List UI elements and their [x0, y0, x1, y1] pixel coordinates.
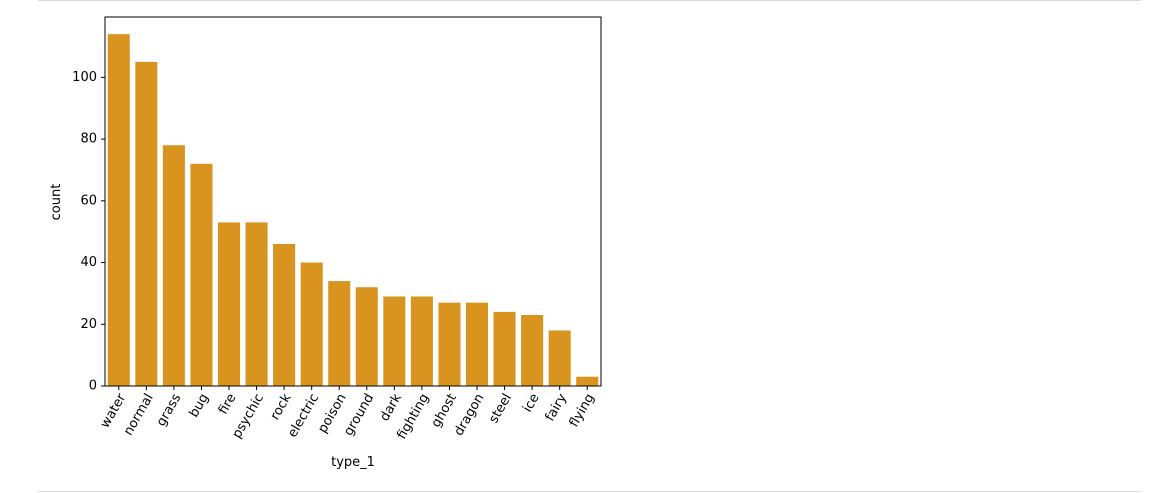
- bar-poison: [328, 281, 351, 386]
- bar-fighting: [410, 296, 433, 386]
- x-tick-label-rock: rock: [268, 391, 295, 423]
- bar-electric: [300, 262, 323, 386]
- bar-dragon: [465, 302, 489, 386]
- x-axis-label: type_1: [331, 455, 375, 470]
- bar-bug: [190, 163, 213, 386]
- x-tick-label-fairy: fairy: [543, 391, 571, 424]
- cell-divider-top: [38, 0, 1141, 1]
- bar-fire: [217, 222, 241, 386]
- bars: [107, 34, 599, 386]
- bar-grass: [162, 145, 185, 386]
- cell-divider-bottom: [38, 491, 1141, 492]
- y-tick-label-20: 20: [80, 317, 97, 332]
- bar-ghost: [438, 302, 461, 386]
- y-tick-label-0: 0: [89, 379, 97, 394]
- x-tick-label-fire: fire: [216, 391, 240, 417]
- bar-water: [107, 34, 130, 386]
- x-tick-label-steel: steel: [486, 391, 515, 426]
- x-tick-label-dark: dark: [377, 391, 405, 424]
- y-tick-label-60: 60: [80, 193, 97, 208]
- bar-steel: [493, 311, 516, 386]
- bar-psychic: [245, 222, 268, 386]
- x-tick-label-flying: flying: [567, 391, 598, 430]
- bar-ground: [355, 287, 378, 386]
- bar-dark: [383, 296, 406, 386]
- x-tick-label-bug: bug: [187, 391, 212, 420]
- bar-flying: [576, 376, 599, 386]
- x-tick-label-grass: grass: [154, 391, 185, 429]
- x-tick-label-ice: ice: [520, 391, 542, 415]
- y-tick-label-40: 40: [80, 255, 97, 270]
- bar-ice: [521, 315, 544, 386]
- y-axis-ticks: 0 20 40 60 80 100: [72, 70, 105, 394]
- plot-frame: [104, 16, 602, 387]
- y-tick-label-80: 80: [80, 132, 97, 147]
- y-tick-label-100: 100: [72, 70, 97, 85]
- y-axis-label: count: [49, 184, 64, 221]
- bar-rock: [273, 244, 296, 386]
- bar-fairy: [548, 330, 571, 386]
- bar-normal: [135, 61, 158, 386]
